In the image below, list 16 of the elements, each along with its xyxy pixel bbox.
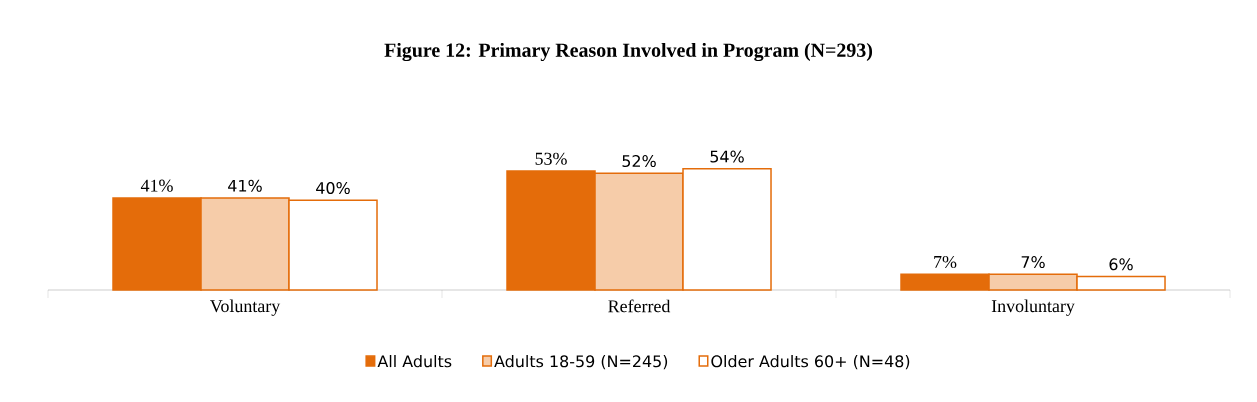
data-label: 52%	[622, 155, 656, 168]
data-label: 6%	[1109, 258, 1133, 271]
chart-title: Figure 12: Primary Reason Involved in Program (N=293)	[384, 42, 873, 62]
data-label: 40%	[316, 181, 350, 194]
x-tick-label: Referred	[608, 299, 671, 313]
data-label: 41%	[228, 179, 262, 192]
data-label: 7%	[1021, 256, 1045, 269]
data-label: 54%	[710, 150, 744, 163]
legend-label: Older Adults 60+ (N=48)	[711, 354, 910, 370]
legend-label: Adults 18-59 (N=245)	[494, 354, 668, 370]
data-label: 7%	[934, 255, 957, 269]
data-label: 53%	[535, 152, 567, 165]
x-tick-label: Involuntary	[991, 299, 1075, 316]
legend-label: All Adults	[377, 354, 452, 368]
x-tick-label: Voluntary	[210, 299, 281, 316]
data-label: 41%	[140, 179, 173, 192]
